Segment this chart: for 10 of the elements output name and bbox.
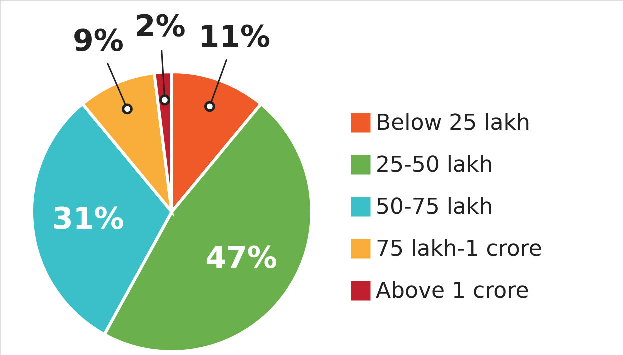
- legend-label: 50-75 lakh: [376, 195, 494, 220]
- legend-label: 75 lakh-1 crore: [376, 237, 542, 262]
- legend-label: Above 1 crore: [376, 279, 530, 304]
- data-label: 9%: [73, 24, 124, 60]
- data-label: 47%: [206, 241, 278, 276]
- data-label: 2%: [134, 9, 186, 44]
- legend-label: Below 25 lakh: [376, 111, 530, 136]
- data-label: 11%: [198, 20, 271, 55]
- legend-label: 25-50 lakh: [376, 153, 494, 178]
- data-label: 31%: [52, 202, 124, 237]
